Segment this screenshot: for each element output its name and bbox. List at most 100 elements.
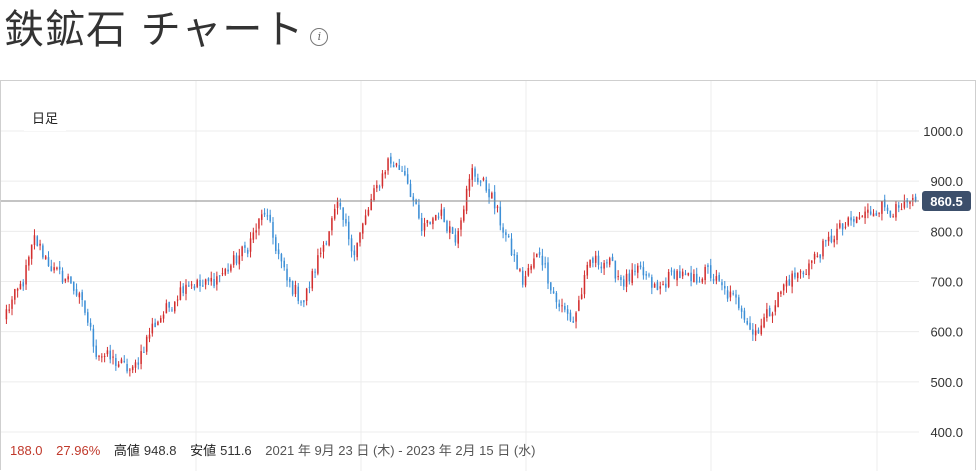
candle-body bbox=[137, 362, 140, 365]
candle-body bbox=[28, 257, 30, 266]
candle-body bbox=[679, 271, 681, 278]
y-tick-label: 600.0 bbox=[930, 325, 963, 340]
candle-body bbox=[566, 309, 569, 314]
candle-body bbox=[521, 270, 524, 285]
candle-body bbox=[126, 363, 128, 372]
candle-body bbox=[825, 240, 827, 242]
candle-body bbox=[538, 252, 541, 255]
candle-body bbox=[199, 280, 201, 286]
candle-body bbox=[505, 232, 507, 236]
candle-body bbox=[597, 255, 600, 265]
candle-body bbox=[662, 283, 664, 285]
candle-body bbox=[39, 243, 41, 246]
candle-body bbox=[839, 223, 841, 228]
change-value: 188.0 bbox=[10, 443, 43, 458]
page-title: 鉄鉱石 チャート bbox=[4, 7, 305, 53]
candle-body bbox=[204, 279, 207, 285]
candle-body bbox=[830, 235, 833, 243]
candle-body bbox=[847, 217, 850, 226]
candle-body bbox=[552, 291, 555, 294]
candle-body bbox=[603, 262, 605, 269]
candle-body bbox=[266, 215, 269, 217]
candle-body bbox=[207, 278, 210, 282]
candle-body bbox=[499, 206, 502, 226]
candle-body bbox=[659, 286, 662, 289]
candle-body bbox=[81, 292, 83, 300]
title-row: 鉄鉱石 チャート i bbox=[4, 4, 329, 56]
candle-body bbox=[712, 279, 715, 281]
candle-body bbox=[670, 270, 673, 272]
candle-body bbox=[311, 271, 314, 289]
candle-body bbox=[78, 293, 81, 298]
candle-body bbox=[406, 174, 409, 184]
candle-body bbox=[418, 204, 420, 219]
candle-body bbox=[325, 243, 328, 245]
candle-body bbox=[580, 294, 583, 299]
candle-body bbox=[564, 305, 566, 310]
low-value: 511.6 bbox=[220, 443, 252, 458]
candle-body bbox=[182, 286, 184, 294]
candle-body bbox=[87, 312, 89, 323]
candle-body bbox=[227, 269, 229, 272]
candle-body bbox=[168, 301, 170, 308]
candle-body bbox=[328, 231, 330, 246]
candle-body bbox=[196, 280, 198, 287]
candle-body bbox=[544, 263, 546, 265]
candle-body bbox=[145, 336, 148, 352]
info-icon[interactable]: i bbox=[310, 28, 329, 46]
candle-body bbox=[718, 274, 720, 281]
candle-body bbox=[159, 318, 162, 323]
candle-body bbox=[752, 329, 754, 335]
candle-body bbox=[558, 303, 560, 307]
candle-body bbox=[701, 278, 704, 283]
candle-body bbox=[202, 285, 204, 287]
candle-body bbox=[757, 329, 760, 334]
candle-body bbox=[709, 265, 712, 279]
candle-body bbox=[109, 350, 112, 360]
candle-body bbox=[188, 285, 190, 287]
candle-body bbox=[213, 279, 215, 287]
candle-body bbox=[8, 309, 10, 311]
candle-body bbox=[625, 273, 628, 287]
candle-body bbox=[319, 252, 322, 254]
candle-body bbox=[56, 267, 58, 270]
candle-body bbox=[210, 277, 213, 282]
candle-body bbox=[858, 217, 861, 219]
candle-body bbox=[614, 260, 617, 279]
candle-body bbox=[263, 212, 266, 215]
candle-body bbox=[255, 230, 257, 233]
candle-body bbox=[308, 286, 311, 288]
candle-body bbox=[527, 268, 530, 276]
y-tick-label: 500.0 bbox=[930, 375, 963, 390]
period-selector[interactable]: 日足 bbox=[24, 104, 67, 131]
candle-body bbox=[864, 211, 866, 219]
candle-body bbox=[353, 250, 356, 256]
candle-body bbox=[70, 276, 72, 284]
candle-body bbox=[681, 271, 684, 277]
candle-body bbox=[305, 288, 308, 301]
candle-body bbox=[707, 265, 709, 267]
candle-body bbox=[224, 269, 227, 275]
candle-body bbox=[628, 273, 631, 282]
candle-body bbox=[36, 236, 39, 246]
candle-body bbox=[412, 196, 415, 201]
candle-body bbox=[482, 178, 485, 181]
candle-body bbox=[95, 345, 97, 357]
candle-body bbox=[370, 198, 372, 211]
candle-body bbox=[872, 213, 875, 217]
candle-body bbox=[516, 254, 518, 270]
candle-body bbox=[488, 188, 490, 198]
candle-body bbox=[611, 256, 614, 261]
candle-body bbox=[112, 356, 114, 358]
candle-body bbox=[841, 223, 844, 230]
candle-body bbox=[446, 221, 448, 232]
candle-body bbox=[423, 223, 426, 231]
candle-body bbox=[449, 226, 451, 233]
candle-body bbox=[331, 218, 333, 231]
candle-body bbox=[853, 219, 855, 222]
current-price-tag bbox=[922, 190, 971, 211]
candle-body bbox=[347, 221, 350, 240]
candlestick-chart[interactable]: 1000.0 900.0 800.0 700.0 600.0 500.0 400.0 860.… bbox=[1, 81, 977, 471]
candle-body bbox=[19, 283, 22, 290]
candle-body bbox=[530, 266, 532, 270]
